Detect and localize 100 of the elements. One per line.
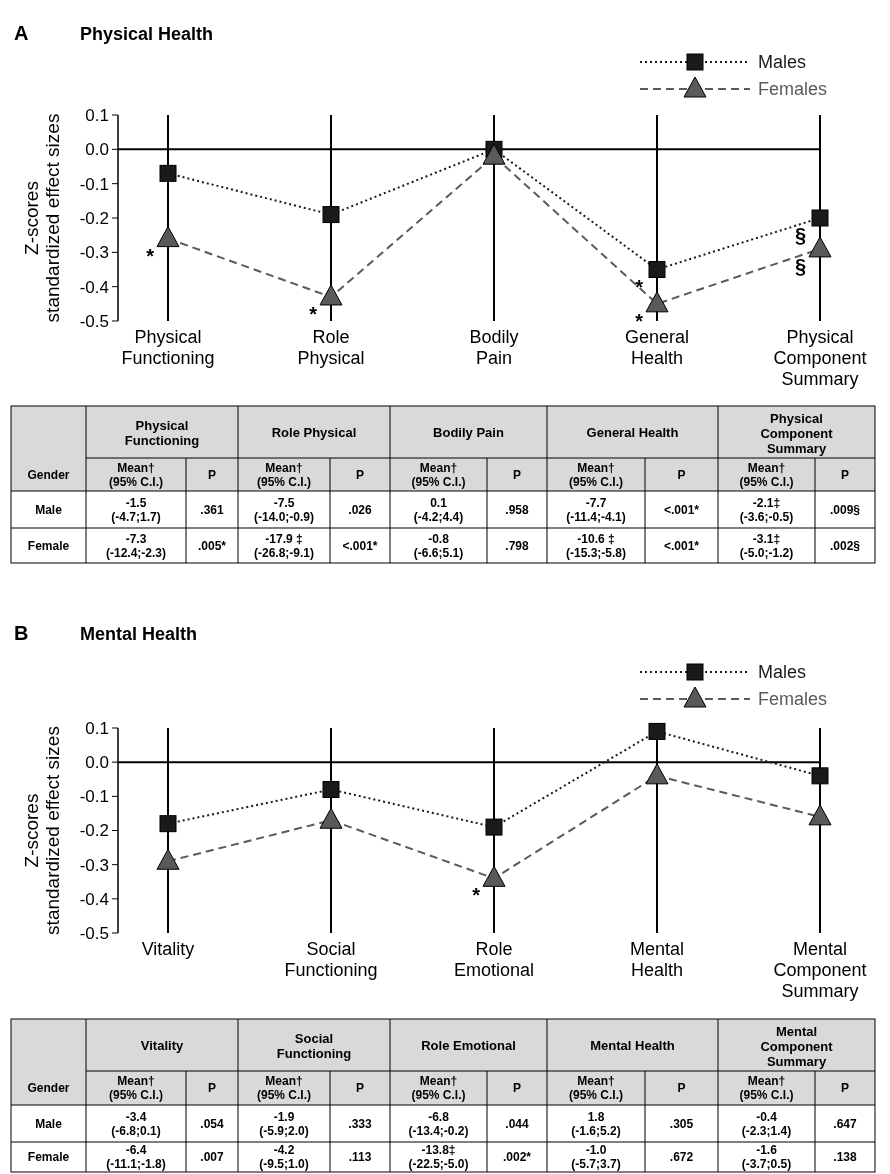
y-tick-label: -0.2 (79, 208, 109, 228)
x-tick-label: Vitality (141, 939, 195, 959)
text: -10.6 ‡ (-15.3;-5.8) (565, 531, 627, 560)
category-label: Role Emotional (421, 1037, 516, 1053)
text: .002* (502, 1150, 532, 1165)
text: Mean† (95% C.I.) (739, 1074, 794, 1103)
x-tick-label: Mental Component Summary (773, 939, 867, 1001)
text: <.001* (663, 502, 700, 517)
category-label: Role Physical (271, 424, 357, 440)
text: -1.9 (-5.9;2.0) (259, 1109, 309, 1138)
chart-title: Physical Health (80, 24, 214, 44)
text: .054 (200, 1116, 224, 1131)
annotation: § (794, 224, 806, 246)
text: A (14, 22, 29, 44)
text: .647 (833, 1116, 857, 1131)
y-tick-label: -0.3 (79, 243, 109, 263)
text: P (840, 467, 850, 482)
text: Gender (27, 1081, 70, 1096)
text: P (355, 467, 365, 482)
text: .026 (348, 502, 372, 517)
text: -17.9 ‡ (-26.8;-9.1) (253, 531, 315, 560)
point (811, 767, 829, 785)
text: .005* (197, 538, 227, 553)
x-tick-label: Physical Functioning (121, 327, 215, 368)
text: P (677, 1081, 686, 1096)
annotation: § (794, 254, 806, 277)
text: <.001* (663, 538, 700, 553)
y-tick-label: -0.4 (79, 889, 109, 909)
text: P (512, 1081, 522, 1096)
point (811, 209, 829, 227)
text: P (355, 1081, 365, 1096)
text: -0.8 (-6.6;5.1) (413, 531, 464, 560)
y-axis-title: Z-scores standardized effect sizes (21, 113, 63, 323)
text: -1.0 (-5.7;3.7) (571, 1143, 621, 1172)
annotation: * (472, 884, 481, 907)
category-label: Vitality (140, 1037, 184, 1053)
text: Female (27, 1150, 70, 1165)
text: .333 (348, 1116, 372, 1131)
annotation: * (635, 275, 644, 298)
text: Gender (27, 467, 70, 482)
point (808, 236, 832, 258)
text: .002§ (829, 538, 861, 553)
text: .798 (505, 538, 529, 553)
y-tick-label: 0.1 (85, 718, 109, 738)
y-tick-label: -0.1 (79, 174, 109, 194)
text: -1.6 (-3.7;0.5) (741, 1143, 792, 1172)
text: Mean† (95% C.I.) (739, 460, 794, 489)
text: .305 (669, 1116, 694, 1131)
x-tick-label: Bodily Pain (469, 327, 519, 368)
text: -7.5 (-14.0;-0.9) (253, 495, 315, 524)
text: B (14, 622, 29, 644)
text: Mean† (95% C.I.) (256, 1074, 312, 1103)
point (645, 763, 669, 785)
text: P (207, 1081, 217, 1096)
text: -6.4 (-11.1;-1.8) (106, 1143, 166, 1172)
chart-title: Mental Health (80, 624, 198, 644)
text: -7.3 (-12.4;-2.3) (105, 531, 167, 560)
text: Mean† (95% C.I.) (568, 460, 624, 489)
text: .113 (348, 1150, 372, 1165)
point (648, 722, 666, 740)
point (645, 291, 669, 313)
category-label: Mental Health (590, 1037, 675, 1053)
category-label: General Health (586, 424, 679, 440)
text: -6.8 (-13.4;-0.2) (408, 1109, 469, 1138)
text: Mean† (95% C.I.) (108, 460, 164, 489)
x-tick-label: Physical Component Summary (773, 327, 867, 389)
point (159, 815, 177, 833)
text: <.001* (342, 538, 378, 553)
text: .361 (200, 502, 224, 517)
point (156, 226, 180, 248)
x-tick-label: Social Functioning (284, 939, 378, 980)
text: Male (35, 502, 62, 517)
point (319, 807, 343, 829)
text: -0.4 (-2.3;1.4) (741, 1109, 792, 1138)
category-label: Social Functioning (276, 1030, 352, 1061)
text: Females (758, 689, 828, 710)
point (322, 781, 340, 798)
point (648, 261, 666, 278)
y-tick-label: 0.0 (85, 140, 109, 160)
text: -7.7 (-11.4;-4.1) (566, 495, 626, 524)
text: P (840, 1081, 850, 1096)
x-tick-label: Role Emotional (453, 939, 535, 980)
point (482, 865, 506, 887)
point (808, 804, 832, 826)
text: 0.1 (-4.2;4.4) (413, 495, 464, 524)
annotation: * (146, 244, 155, 267)
y-tick-label: -0.1 (79, 787, 109, 807)
text: P (512, 467, 522, 482)
annotation: * (309, 302, 318, 325)
text: -1.5 (-4.7;1.7) (111, 495, 161, 524)
text: Mean† (95% C.I.) (108, 1074, 164, 1103)
y-tick-label: -0.5 (79, 311, 109, 331)
x-tick-label: Role Physical (297, 327, 365, 368)
text: .672 (669, 1150, 694, 1165)
category-label: Physical Component Summary (760, 410, 834, 456)
point (485, 818, 503, 836)
category-label: Physical Functioning (124, 417, 200, 448)
text: -3.1‡ (-5.0;-1.2) (739, 531, 794, 560)
x-tick-label: Mental Health (629, 939, 685, 980)
text: -13.8‡ (-22.5;-5.0) (408, 1143, 469, 1172)
